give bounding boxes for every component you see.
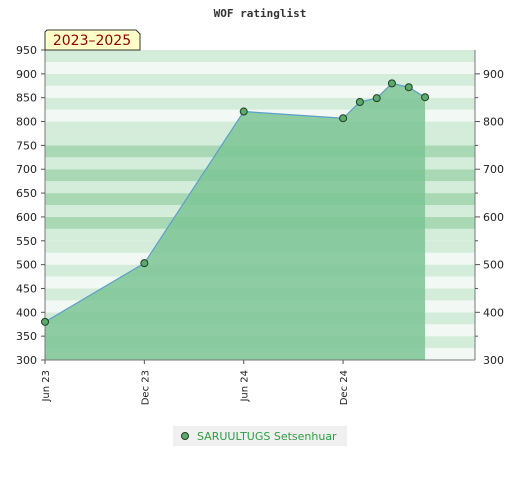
x-tick-label: Jun 23 (41, 370, 52, 403)
period-badge: 2023–2025 (44, 29, 141, 51)
y-tick-label-left: 900 (16, 68, 37, 81)
y-tick-label-right: 400 (483, 306, 504, 319)
x-tick-label: Dec 24 (339, 370, 350, 405)
y-tick-label-right: 300 (483, 354, 504, 367)
y-tick-label-left: 850 (16, 92, 37, 105)
y-tick-label-right: 500 (483, 259, 504, 272)
background-band (45, 85, 475, 98)
x-axis-ticks: Jun 23 Dec 23 Jun 24 Dec 24 (41, 360, 350, 405)
background-band (45, 61, 475, 74)
y-tick-label-left: 400 (16, 306, 37, 319)
legend-box (173, 426, 347, 446)
data-point (355, 97, 364, 106)
y-tick-label-left: 650 (16, 187, 37, 200)
background-band (45, 97, 475, 110)
y-tick-label-right: 900 (483, 68, 504, 81)
period-badge-label: 2023–2025 (53, 33, 131, 49)
y-tick-label-right: 700 (483, 163, 504, 176)
y-tick-label-left: 700 (16, 163, 37, 176)
chart-title: WOF ratinglist (214, 7, 307, 20)
legend[interactable]: SARUULTUGS Setsenhuar (173, 426, 347, 446)
y-tick-label-left: 450 (16, 282, 37, 295)
y-tick-label-left: 750 (16, 139, 37, 152)
y-tick-label-left: 950 (16, 44, 37, 57)
background-band (45, 50, 475, 62)
data-point (421, 93, 430, 102)
y-tick-label-left: 300 (16, 354, 37, 367)
period-badge-box (44, 29, 141, 51)
rating-area (45, 83, 426, 360)
y-axis-left-ticks: 300 350 400 450 500 550 600 650 700 750 800 850 900 9… (16, 44, 45, 367)
y-tick-label-left: 600 (16, 211, 37, 224)
y-tick-label-right: 600 (483, 211, 504, 224)
data-point (387, 79, 396, 88)
y-tick-label-left: 350 (16, 330, 37, 343)
axes (44, 50, 476, 361)
data-point (372, 94, 381, 103)
y-tick-label-left: 550 (16, 235, 37, 248)
data-point-markers (41, 79, 430, 326)
legend-series-label: SARUULTUGS Setsenhuar (197, 430, 337, 443)
y-tick-label-left: 500 (16, 259, 37, 272)
y-axis-right-ticks: 300 400 500 600 700 800 900 (475, 68, 504, 367)
data-point (239, 107, 248, 116)
background-band (45, 73, 475, 86)
data-point (140, 259, 149, 268)
data-point (404, 83, 413, 92)
legend-marker (181, 432, 189, 440)
y-tick-label-right: 800 (483, 116, 504, 129)
x-tick-label: Jun 24 (240, 370, 251, 403)
x-tick-label: Dec 23 (140, 370, 151, 405)
data-point (339, 114, 348, 123)
y-tick-label-left: 800 (16, 116, 37, 129)
data-point (41, 317, 49, 326)
